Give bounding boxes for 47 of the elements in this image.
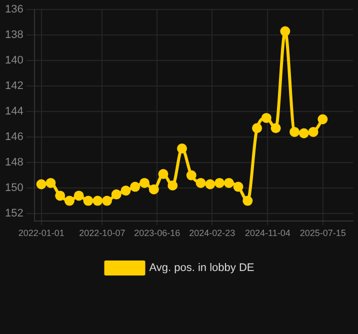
y-tick-label: 152 [4,208,24,220]
x-tick-label: 2024-02-23 [189,228,236,238]
point [280,26,290,36]
point [196,178,206,188]
point [298,128,309,138]
x-tick-label: 2025-07-15 [300,228,346,238]
point [120,186,131,196]
point [318,114,328,124]
x-tick-label: 2023-06-16 [134,228,180,238]
y-tick-label: 144 [4,106,24,118]
point [102,196,112,206]
point [36,179,46,190]
point [261,112,272,123]
x-tick-label: 2022-10-07 [79,228,126,238]
legend-label: Avg. pos. in lobby DE [149,262,254,274]
point [177,144,188,154]
point [130,182,140,192]
y-tick-label: 136 [4,4,24,16]
point [214,178,225,188]
y-tick-label: 142 [4,80,24,92]
point [242,196,253,206]
point [64,196,74,206]
point [205,179,216,190]
y-tick-label: 138 [4,29,24,42]
point [308,126,318,137]
y-tick-label: 146 [4,131,24,144]
y-tick-label: 150 [4,182,24,194]
point [148,184,159,194]
point [233,182,244,192]
point [46,178,56,188]
point [186,170,196,180]
x-tick-label: 2024-11-04 [245,228,290,238]
point [270,123,281,134]
point [111,189,122,200]
point [83,196,94,206]
point [224,178,234,188]
point [55,190,66,201]
point [158,169,168,180]
point [252,123,262,134]
point [168,180,178,191]
point [139,178,150,188]
y-tick-label: 148 [4,156,24,169]
x-tick-label: 2022-01-01 [18,228,64,238]
point [92,196,103,206]
point [74,190,84,201]
point [290,126,300,137]
y-tick-label: 140 [4,54,24,67]
